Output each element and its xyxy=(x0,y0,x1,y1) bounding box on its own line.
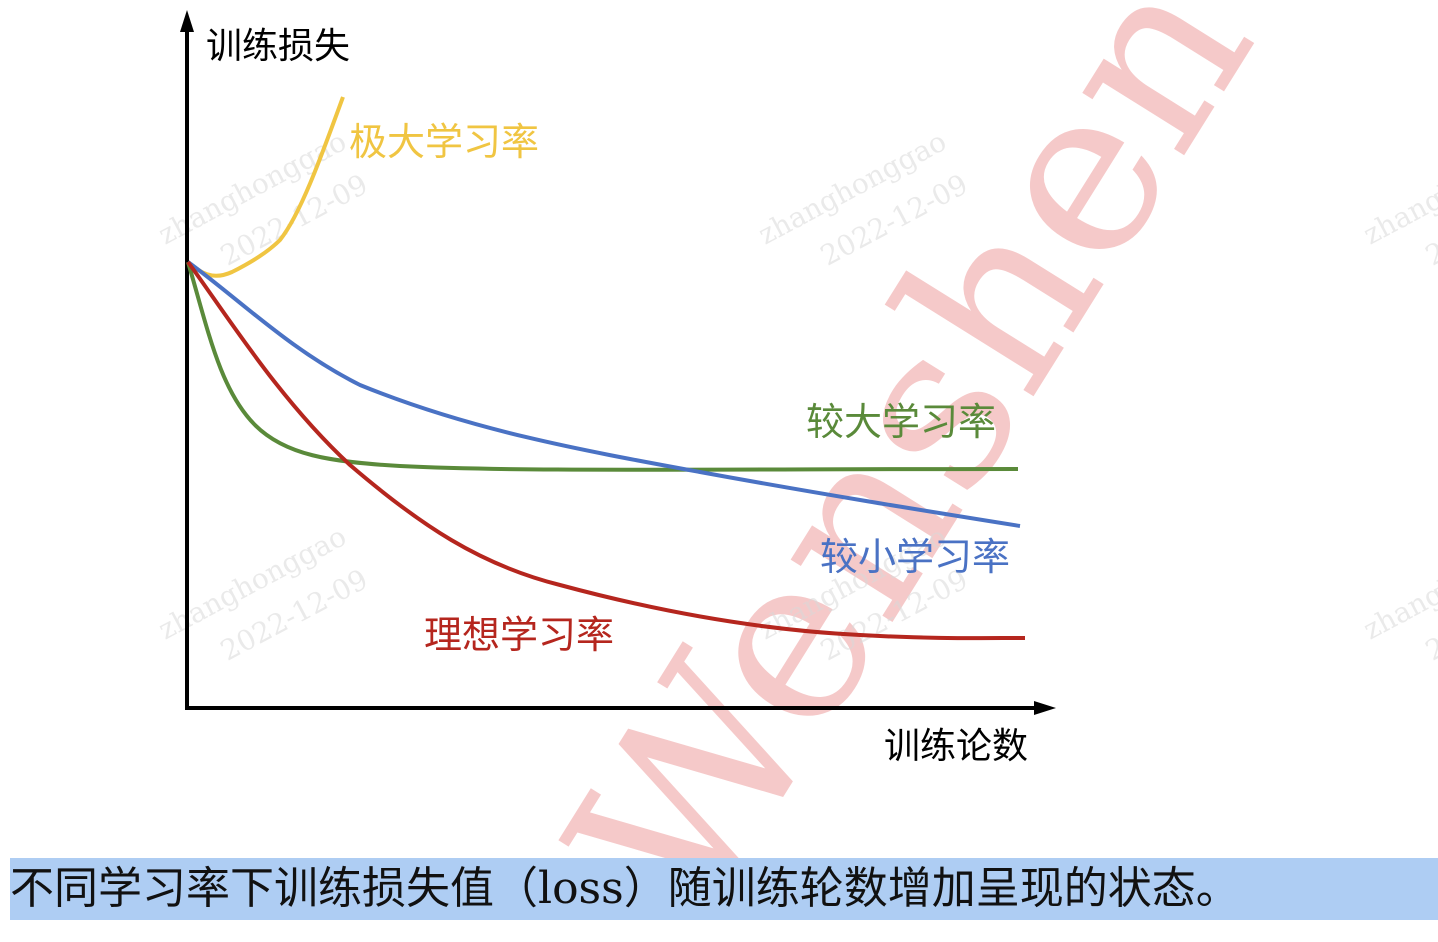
label-very-large-lr: 极大学习率 xyxy=(349,120,539,164)
y-axis-label: 训练损失 xyxy=(206,26,350,67)
y-axis-arrow xyxy=(180,10,194,32)
curve-ideal-lr xyxy=(186,260,1026,641)
label-large-lr: 较大学习率 xyxy=(806,400,996,444)
figure-caption: 不同学习率下训练损失值（loss）随训练轮数增加呈现的状态。 xyxy=(10,858,1438,920)
x-axis-label: 训练论数 xyxy=(884,726,1028,767)
svg-text:zhanghonggao: zhanghonggao xyxy=(1358,125,1438,252)
curve-large-lr xyxy=(186,261,1019,472)
curve-small-lr xyxy=(186,260,1021,528)
label-small-lr: 较小学习率 xyxy=(820,535,1010,579)
curve-very-large-lr xyxy=(186,96,345,278)
x-axis-arrow xyxy=(1034,701,1056,715)
svg-text:zhanghonggao: zhanghonggao xyxy=(1358,520,1438,647)
watermark-small-5: zhanghonggao 2022-12-09 xyxy=(1358,125,1438,273)
watermark-small-6: zhanghonggao 2022-12-09 xyxy=(1358,520,1438,668)
label-ideal-lr: 理想学习率 xyxy=(424,613,614,657)
